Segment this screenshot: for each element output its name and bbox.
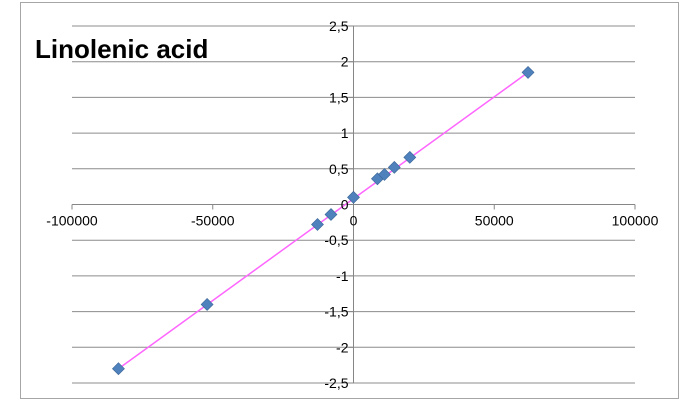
data-point [521, 65, 535, 79]
data-points [112, 65, 535, 376]
tick-labels: -100000 -50000 0 50000 1000002,521,510,50-0,… [46, 18, 658, 391]
y-tick-label: -1,5 [324, 304, 348, 320]
x-tick-label: 100000 [612, 213, 659, 229]
data-point [378, 168, 391, 181]
y-tick-label: 0 [341, 197, 349, 213]
x-tick-label: -50000 [191, 213, 235, 229]
y-tick-label: -0,5 [324, 232, 348, 248]
y-tick-label: -1 [336, 268, 349, 284]
x-tick-label: 50000 [475, 213, 514, 229]
y-tick-label: -2 [336, 339, 349, 355]
trendline [118, 71, 529, 370]
data-point [200, 298, 214, 311]
y-tick-label: 0,5 [329, 161, 349, 177]
x-tick-label: 0 [350, 213, 358, 229]
data-point [324, 208, 338, 221]
data-point [387, 160, 401, 174]
y-tick-label: 1,5 [329, 89, 349, 105]
chart-frame [20, 2, 679, 399]
data-point [347, 190, 360, 204]
y-tick-label: 1 [341, 125, 349, 141]
y-tick-label: 2 [341, 54, 349, 70]
x-tick-label: -100000 [46, 213, 98, 229]
data-point [112, 362, 125, 376]
trendline-layer [118, 71, 529, 370]
data-point [311, 218, 324, 231]
chart-title: Linolenic acid [35, 34, 208, 64]
y-tick-label: -2,5 [324, 375, 348, 391]
axes [71, 25, 636, 384]
data-point [403, 150, 417, 164]
y-tick-label: 2,5 [329, 18, 349, 34]
